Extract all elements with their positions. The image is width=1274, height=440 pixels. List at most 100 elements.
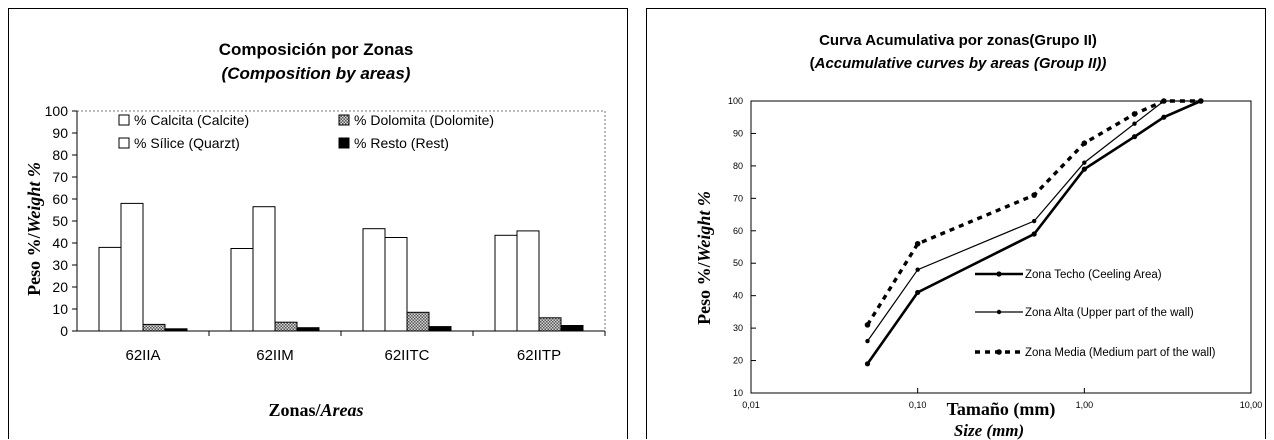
legend-marker	[996, 309, 1002, 315]
bar	[120, 202, 144, 332]
plot-area: 0 10 20 30 40 50 60 70 80 90 100 62IIA 62IIM 62IITC 62…	[45, 103, 606, 364]
data-point	[915, 289, 921, 296]
bar	[538, 317, 562, 332]
data-point	[864, 322, 871, 328]
y-tick-label: 10	[52, 301, 68, 317]
data-point	[865, 338, 870, 344]
x-axis-label-en: Areas	[320, 400, 364, 420]
chart-subtitle: (Accumulative curves by areas (Group II)…	[810, 55, 1107, 72]
x-tick-label: 0,10	[909, 400, 927, 410]
chart-title: Curva Acumulativa por zonas(Grupo II)	[819, 32, 1097, 49]
y-tick-label: 20	[733, 356, 743, 366]
bar	[142, 323, 166, 332]
y-axis-label-en: Weight %	[694, 191, 714, 262]
y-tick-label: 40	[52, 235, 68, 251]
x-tick-label: 1,00	[1076, 400, 1094, 410]
bar	[406, 311, 430, 332]
x-axis-label: Zonas/Areas	[268, 400, 363, 420]
x-tick-label: 62IIM	[256, 347, 294, 364]
data-point	[1081, 166, 1087, 172]
data-point	[1132, 121, 1137, 126]
data-point	[1082, 160, 1087, 165]
legend-marker	[996, 271, 1002, 277]
data-point	[1161, 114, 1167, 120]
legend-label: Zona Media (Medium part of the wall)	[1025, 347, 1216, 359]
bar	[296, 327, 320, 332]
bar	[428, 326, 452, 332]
x-axis-label-main: Zonas/	[268, 400, 321, 420]
bar	[98, 246, 122, 332]
x-tick-label: 62IITC	[384, 347, 429, 364]
bar	[274, 321, 298, 332]
y-axis-label-main: Peso %/	[24, 232, 44, 295]
y-tick-label: 70	[52, 169, 68, 185]
chart-subtitle: (Composition by areas)	[222, 64, 411, 83]
y-tick-label: 60	[52, 191, 68, 207]
y-tick-label: 40	[733, 291, 743, 301]
y-axis-label: Peso %/Weight %	[694, 191, 714, 325]
y-tick-label: 100	[45, 103, 69, 119]
y-tick-label: 50	[733, 258, 743, 268]
bar	[384, 237, 408, 332]
y-tick-label: 10	[733, 388, 743, 398]
data-point	[1031, 192, 1037, 198]
chart-title: Composición por Zonas	[219, 40, 414, 59]
data-point	[1081, 140, 1088, 146]
bar	[362, 228, 386, 332]
bar	[164, 328, 188, 332]
y-tick-label: 60	[733, 226, 743, 236]
bar	[560, 325, 584, 332]
x-tick-label: 62IIA	[125, 347, 160, 364]
bar	[516, 230, 540, 332]
y-axis-label-main: Peso %/	[694, 261, 714, 324]
chart-subtitle-paren: (	[810, 55, 815, 72]
y-tick-label: 90	[733, 128, 743, 138]
composition-bar-chart: Composición por Zonas (Composition by ar…	[24, 40, 606, 420]
legend-label: % Resto (Rest)	[354, 135, 449, 151]
data-point	[864, 361, 871, 367]
legend-swatch	[338, 137, 350, 149]
y-tick-label: 80	[733, 161, 743, 171]
y-tick-label: 90	[52, 125, 68, 141]
y-tick-label: 20	[52, 279, 68, 295]
y-tick-label: 0	[60, 323, 68, 339]
composition-chart-panel: Composición por Zonas (Composition by ar…	[8, 8, 628, 439]
x-tick-label: 10,00	[1240, 400, 1263, 410]
legend-marker	[996, 349, 1002, 355]
chart-subtitle-main: Accumulative curves by areas (Group II))	[814, 55, 1107, 72]
y-axis-label-en: Weight %	[24, 162, 44, 233]
y-tick-label: 70	[733, 193, 743, 203]
data-point	[1031, 218, 1037, 224]
y-axis-label: Peso %/Weight %	[24, 162, 44, 296]
x-axis-label: Tamaño (mm)	[947, 399, 1056, 420]
data-point	[1198, 98, 1204, 104]
y-tick-label: 100	[728, 96, 743, 106]
cumulative-chart-panel: Curva Acumulativa por zonas(Grupo II) (A…	[646, 8, 1266, 440]
cumulative-line-chart: Curva Acumulativa por zonas(Grupo II) (A…	[694, 32, 1262, 440]
data-point	[1031, 231, 1037, 237]
legend-swatch	[118, 114, 130, 126]
y-tick-label: 30	[733, 323, 743, 333]
legend-swatch	[118, 137, 130, 149]
legend-label: % Sílice (Quarzt)	[134, 135, 240, 151]
data-point	[914, 240, 921, 247]
bar	[252, 206, 276, 332]
plot-area: 10 20 30 40 50 60 70 80 90 100 0,01 0,10 1,00 10,00 Zo…	[728, 96, 1262, 410]
plot-frame	[750, 100, 1252, 394]
legend-label: % Dolomita (Dolomite)	[354, 112, 494, 128]
x-tick-label: 62IITP	[517, 347, 561, 364]
y-tick-label: 50	[52, 213, 68, 229]
y-tick-label: 30	[52, 257, 68, 273]
bar	[494, 234, 518, 332]
y-tick-label: 80	[52, 147, 68, 163]
legend-label: Zona Techo (Ceeling Area)	[1025, 269, 1162, 281]
legend-label: Zona Alta (Upper part of the wall)	[1025, 307, 1194, 319]
data-point	[1161, 98, 1167, 104]
data-point	[1131, 111, 1138, 117]
bar	[230, 248, 254, 332]
data-point	[1131, 134, 1138, 140]
data-point	[915, 267, 920, 272]
legend-label: % Calcita (Calcite)	[134, 112, 249, 128]
x-tick-label: 0,01	[742, 400, 760, 410]
x-axis-sublabel: Size (mm)	[954, 421, 1024, 440]
